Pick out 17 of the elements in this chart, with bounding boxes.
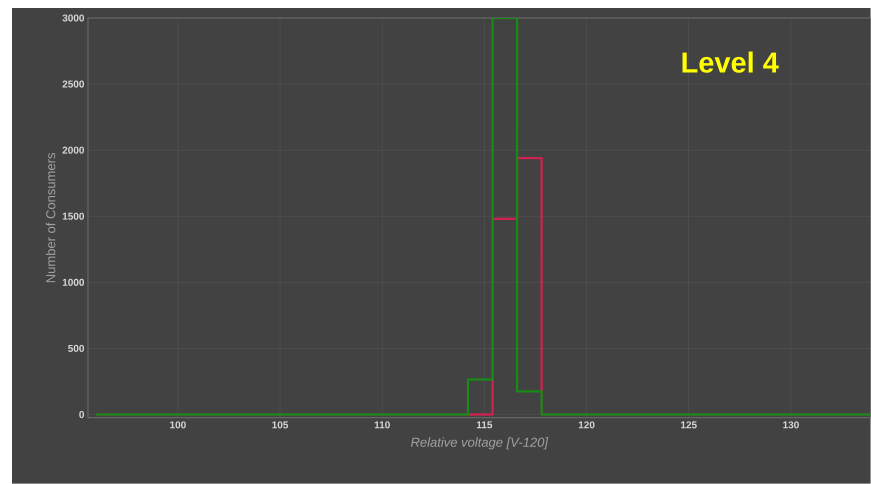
y-tick-label: 1000	[62, 278, 84, 286]
y-tick-label: 500	[68, 344, 84, 352]
x-tick-label: 125	[681, 421, 697, 429]
x-tick-label: 110	[374, 421, 390, 429]
text: Level 4	[682, 52, 779, 73]
x-axis-title: Relative voltage [V-120]	[410, 437, 548, 450]
x-tick-label: 130	[783, 421, 799, 429]
y-tick-label: 0	[79, 411, 84, 418]
y-tick-label: 1500	[62, 212, 84, 220]
y-tick-label: 2500	[62, 80, 84, 88]
x-tick-label: 115	[476, 421, 492, 428]
y-tick-label: 3000	[62, 14, 84, 22]
x-tick-label: 105	[272, 421, 288, 429]
x-tick-label: 120	[578, 421, 594, 429]
y-tick-label: 2000	[62, 146, 84, 154]
y-axis-title: Number of Consumers	[46, 153, 56, 282]
x-tick-label: 100	[170, 421, 186, 429]
